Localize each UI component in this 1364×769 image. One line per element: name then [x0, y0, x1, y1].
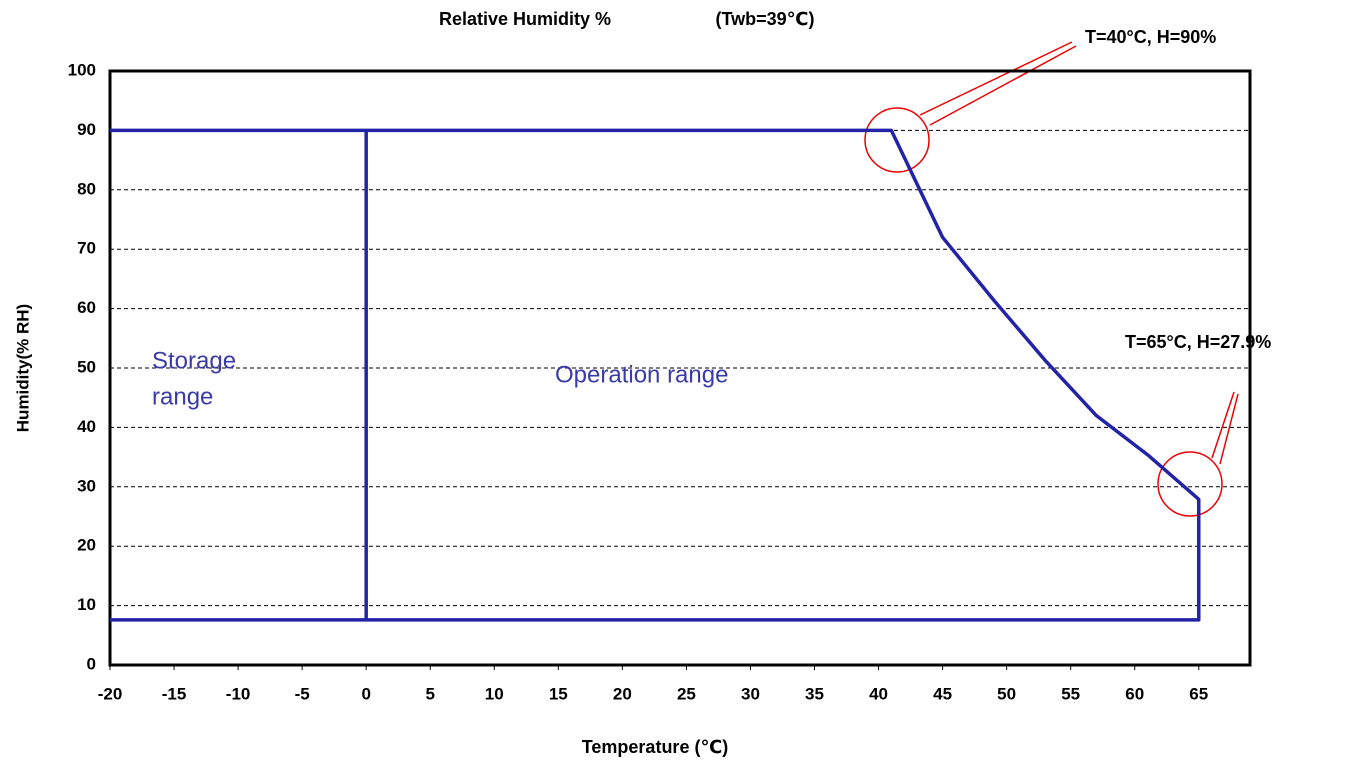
x-tick-label: 10	[485, 684, 504, 703]
x-tick-label: 35	[805, 684, 824, 703]
x-tick-label: 20	[613, 684, 632, 703]
annotation: Operation range	[555, 361, 728, 388]
y-tick-label: 60	[77, 298, 96, 317]
highlight-circle	[864, 107, 930, 173]
x-tick-label: 45	[933, 684, 952, 703]
y-tick-label: 40	[77, 417, 96, 436]
y-tick-label: 90	[77, 120, 96, 139]
x-tick-label: 5	[425, 684, 434, 703]
y-tick-label: 10	[77, 595, 96, 614]
y-tick-label: 80	[77, 179, 96, 198]
annotation: T=65°C, H=27.9%	[1125, 332, 1271, 352]
x-tick-label: 40	[869, 684, 888, 703]
leader-line	[1211, 391, 1239, 465]
chart-title: Relative Humidity %	[439, 9, 611, 29]
boundary-line	[110, 128, 1201, 622]
x-tick-label: -10	[226, 684, 251, 703]
x-tick-label: 50	[997, 684, 1016, 703]
x-axis-label: Temperature (℃)	[582, 737, 729, 757]
y-axis-label: Humidity(% RH)	[13, 304, 32, 432]
leader-line	[919, 41, 1077, 126]
x-tick-label: 60	[1125, 684, 1144, 703]
y-tick-label: 50	[77, 357, 96, 376]
highlight-circle	[1157, 451, 1223, 517]
x-tick-label: 55	[1061, 684, 1080, 703]
x-tick-label: -5	[295, 684, 310, 703]
annotation: T=40°C, H=90%	[1085, 27, 1216, 47]
y-tick-label: 100	[68, 60, 96, 79]
x-tick-label: 65	[1189, 684, 1208, 703]
y-tick-label: 0	[87, 654, 96, 673]
x-tick-label: 30	[741, 684, 760, 703]
x-tick-label: 25	[677, 684, 696, 703]
annotation: Storage	[152, 347, 236, 374]
annotation: range	[152, 383, 213, 410]
x-tick-label: -15	[162, 684, 187, 703]
y-tick-label: 70	[77, 239, 96, 258]
leaders	[864, 41, 1239, 517]
plot-frame	[108, 69, 1252, 667]
y-tick-label: 20	[77, 536, 96, 555]
chart-subtitle: (Twb=39℃)	[716, 9, 815, 29]
x-tick-label: 15	[549, 684, 568, 703]
x-tick-label: -20	[98, 684, 123, 703]
x-tick-label: 0	[361, 684, 370, 703]
y-tick-label: 30	[77, 476, 96, 495]
